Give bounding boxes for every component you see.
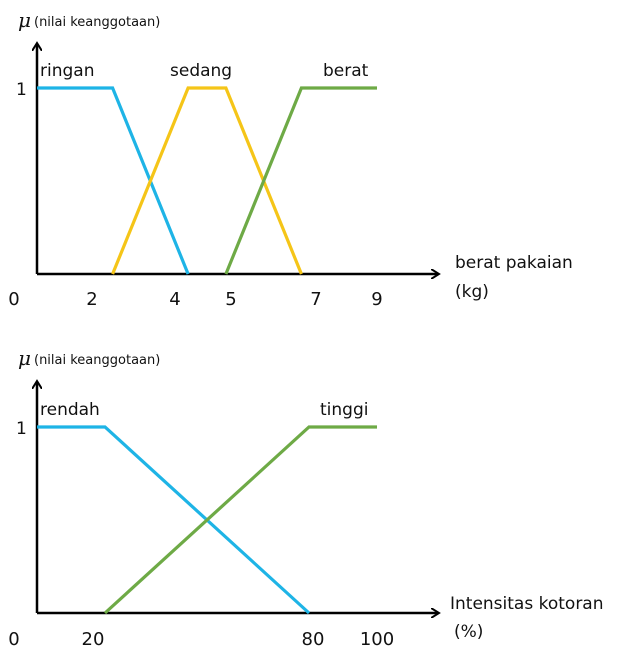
x-tick-label: 2: [86, 289, 97, 310]
x-axis-label-line2: (kg): [455, 282, 489, 302]
y-tick-1: 1: [16, 419, 27, 439]
series-label-rendah: rendah: [40, 400, 100, 420]
y-axis-symbol: μ: [18, 346, 31, 370]
series-label-berat: berat: [323, 61, 369, 81]
chart-weight: μ (nilai keanggotaan) 1 0 2 4 5 7 9 ringan sed…: [8, 8, 573, 310]
x-tick-label: 80: [302, 629, 325, 650]
x-tick-label: 20: [82, 629, 105, 650]
series-line-berat: [224, 86, 377, 275]
x-tick-label: 0: [8, 629, 19, 650]
y-axis-symbol: μ: [18, 8, 31, 32]
x-tick-label: 5: [225, 289, 236, 310]
x-tick-label: 4: [169, 289, 180, 310]
series-line-ringan: [37, 86, 190, 275]
y-axis-label: (nilai keanggotaan): [34, 353, 160, 368]
series-line-sedang: [111, 86, 303, 275]
x-axis-label-line1: Intensitas kotoran: [450, 594, 604, 614]
x-tick-label: 0: [8, 289, 19, 310]
x-tick-label: 100: [360, 629, 394, 650]
x-tick-label: 9: [371, 289, 382, 310]
series-line-tinggi: [103, 425, 377, 615]
series-line-rendah: [37, 425, 311, 615]
series-label-ringan: ringan: [40, 61, 94, 81]
y-axis-label: (nilai keanggotaan): [34, 15, 160, 30]
series-label-sedang: sedang: [170, 61, 232, 81]
x-tick-label: 7: [310, 289, 321, 310]
chart-dirt-intensity: μ (nilai keanggotaan) 1 0 20 80 100 rendah t…: [8, 346, 603, 650]
series-label-tinggi: tinggi: [320, 400, 368, 420]
x-axis-label-line1: berat pakaian: [455, 253, 573, 273]
y-tick-1: 1: [16, 80, 27, 100]
x-axis-label-line2: (%): [454, 622, 483, 642]
